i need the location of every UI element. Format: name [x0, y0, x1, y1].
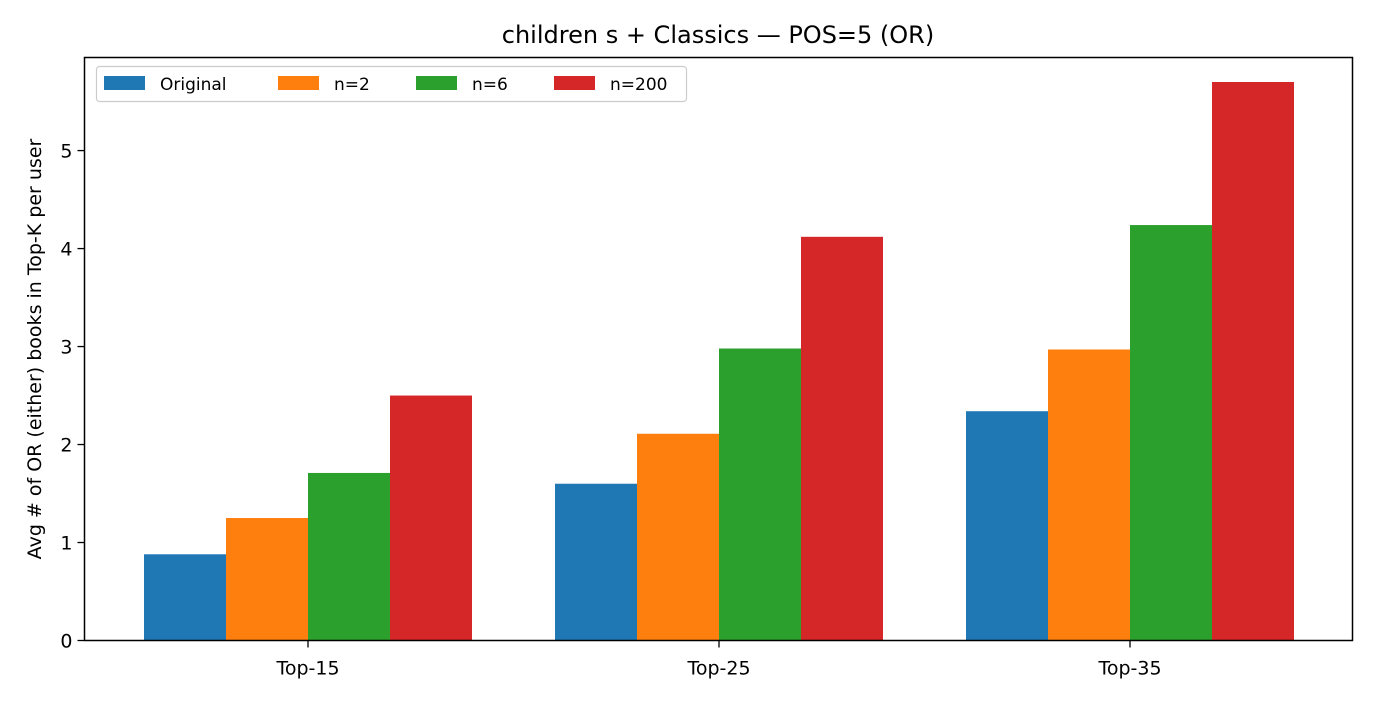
bar-n-6-top-15	[308, 472, 390, 641]
legend-swatch	[416, 76, 457, 90]
bar-original-top-15	[144, 554, 226, 641]
y-tick-label: 1	[60, 533, 72, 555]
bar-n-200-top-15	[390, 395, 472, 641]
legend-frame	[95, 65, 688, 103]
y-axis-label: Avg # of OR (either) books in Top-K per …	[24, 138, 46, 559]
y-tick-label: 2	[60, 435, 72, 457]
y-tick-label: 5	[60, 141, 72, 163]
plot-frame	[83, 56, 1354, 642]
bar-n-200-top-35	[1212, 81, 1294, 641]
legend-label: Original	[160, 75, 227, 95]
y-axis: 0 1 2 3 4 5	[60, 141, 85, 653]
y-tick-label: 3	[60, 337, 72, 359]
chart-title: children s + Classics — POS=5 (OR)	[502, 21, 934, 49]
bar-original-top-25	[555, 483, 637, 641]
legend-label: n=6	[472, 75, 508, 95]
legend-swatch	[104, 76, 145, 90]
bar-n-2-top-35	[1048, 349, 1130, 641]
y-tick-label: 4	[60, 239, 72, 261]
bars-layer	[144, 81, 1294, 641]
bar-n-2-top-15	[226, 518, 308, 641]
legend-label: n=2	[334, 75, 370, 95]
bar-n-6-top-25	[719, 348, 801, 641]
legend-swatch	[554, 76, 595, 90]
bar-n-2-top-25	[637, 433, 719, 641]
x-tick-label: Top-15	[275, 658, 339, 680]
bar-n-6-top-35	[1130, 225, 1212, 641]
legend: Original n=2 n=6 n=200	[95, 65, 688, 103]
x-tick-label: Top-35	[1097, 658, 1161, 680]
bar-n-200-top-25	[801, 236, 883, 641]
bar-original-top-35	[966, 411, 1048, 641]
y-tick-label: 0	[60, 631, 72, 653]
x-axis: Top-15 Top-25 Top-35	[275, 640, 1162, 680]
x-tick-label: Top-25	[686, 658, 750, 680]
legend-swatch	[278, 76, 319, 90]
legend-label: n=200	[610, 75, 667, 95]
